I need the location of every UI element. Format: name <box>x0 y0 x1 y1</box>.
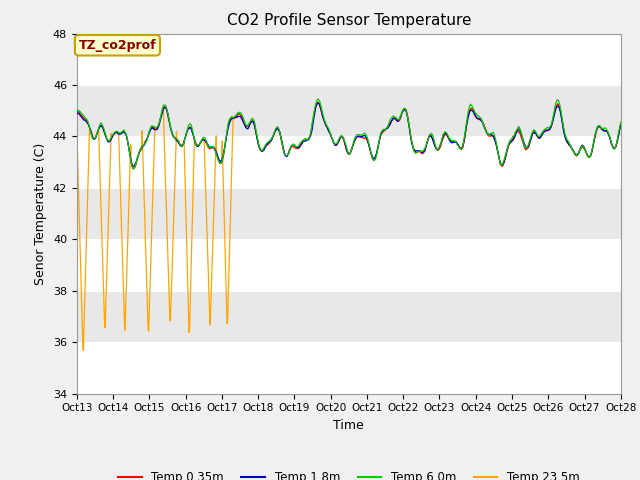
Title: CO2 Profile Sensor Temperature: CO2 Profile Sensor Temperature <box>227 13 471 28</box>
X-axis label: Time: Time <box>333 419 364 432</box>
Bar <box>77 291 621 342</box>
Text: TZ_co2prof: TZ_co2prof <box>79 39 156 52</box>
Legend: Temp 0.35m, Temp 1.8m, Temp 6.0m, Temp 23.5m: Temp 0.35m, Temp 1.8m, Temp 6.0m, Temp 2… <box>113 466 584 480</box>
Bar <box>77 188 621 240</box>
Bar <box>77 85 621 136</box>
Y-axis label: Senor Temperature (C): Senor Temperature (C) <box>35 143 47 285</box>
